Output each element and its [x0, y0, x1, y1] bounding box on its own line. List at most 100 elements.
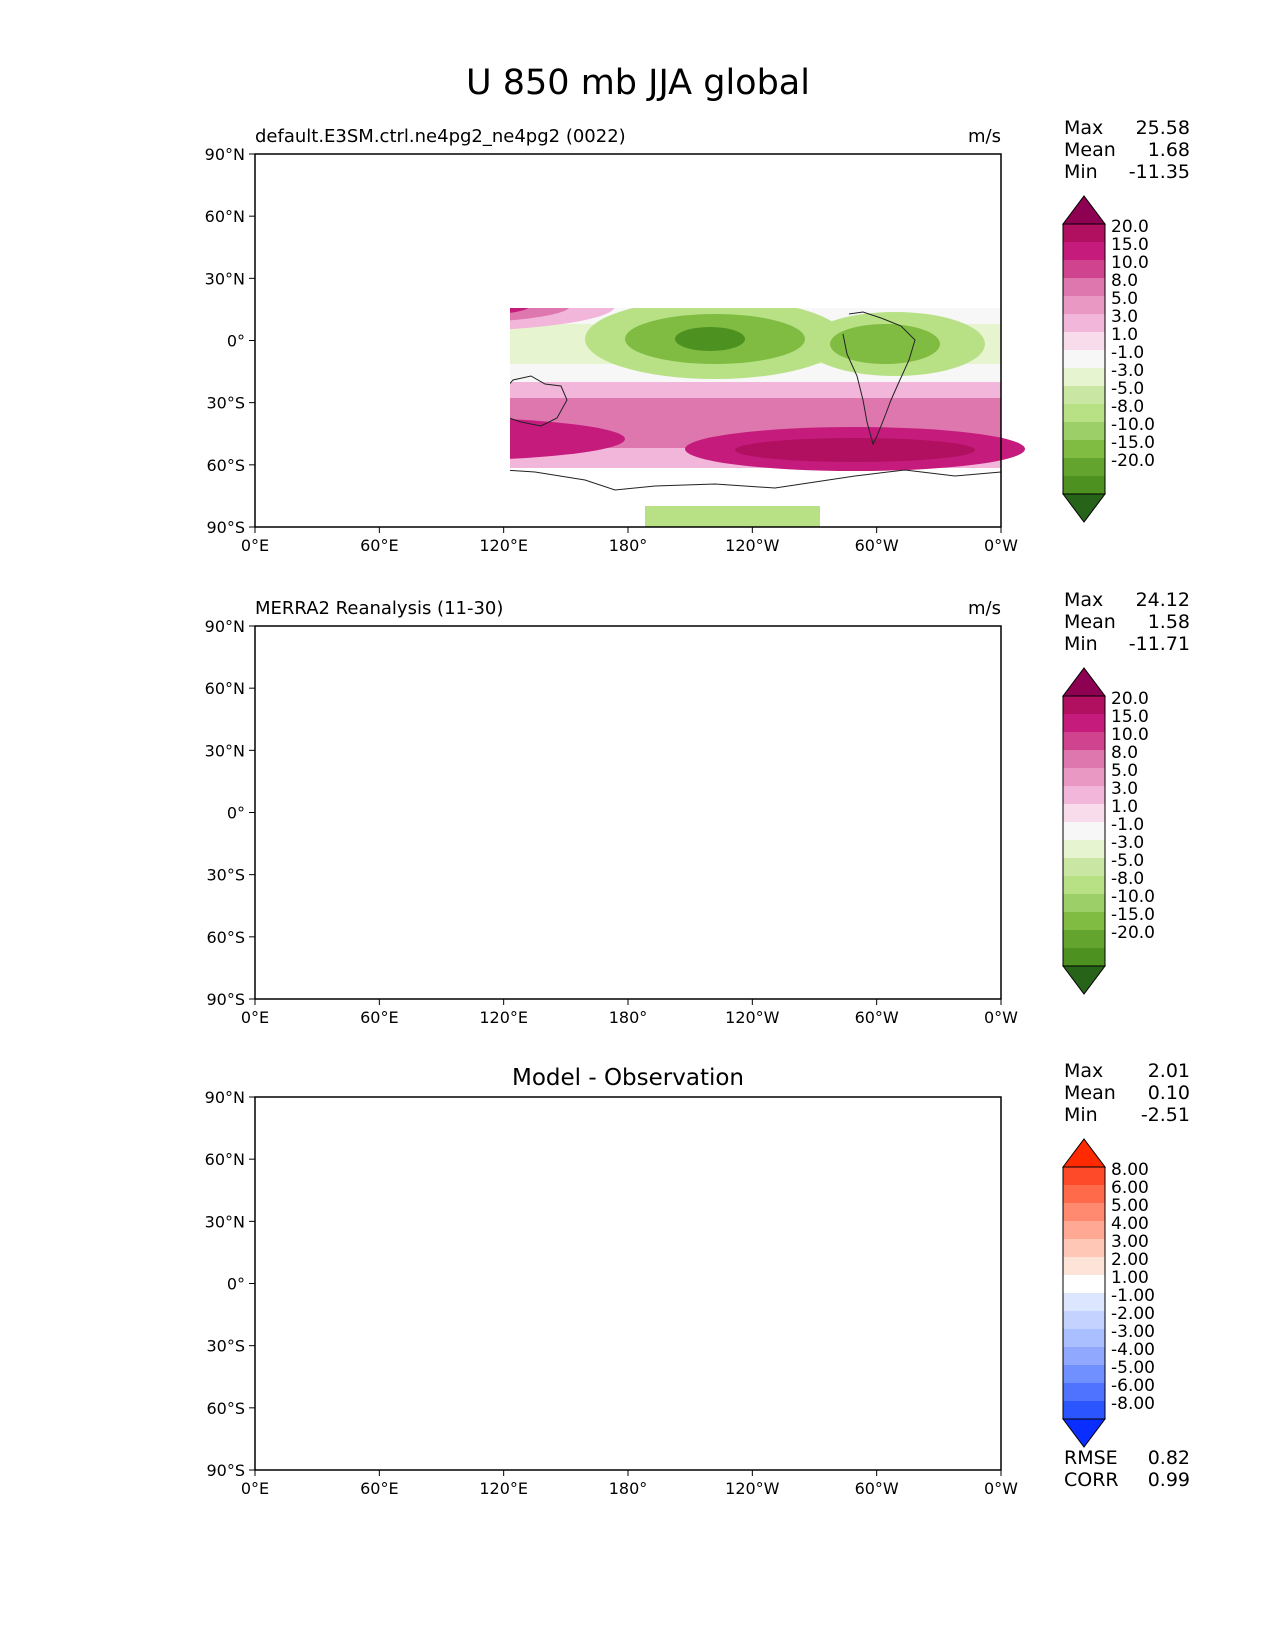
- contour-southern-jet: [225, 889, 625, 933]
- colorbar-segment: [1063, 786, 1105, 804]
- colorbar-segment: [1063, 858, 1105, 876]
- contour-monsoon-jet: [270, 760, 570, 796]
- contour-band: [255, 766, 1001, 796]
- colorbar-segment: [1063, 1329, 1105, 1347]
- contour-pacific-easterlies: [585, 771, 845, 851]
- colorbar-tick-label: 8.00: [1111, 1160, 1149, 1180]
- diff-positive: [595, 1178, 755, 1206]
- coastline: [842, 311, 916, 446]
- lat-tick-label: 90°N: [205, 617, 245, 636]
- panel-center-title: Model - Observation: [512, 1065, 744, 1091]
- colorbar-segment: [1063, 696, 1105, 714]
- colorbar-tick-label: 4.00: [1111, 1214, 1149, 1234]
- lon-tick-label: 60°E: [360, 536, 398, 555]
- colorbar-tick-label: -8.0: [1111, 397, 1144, 417]
- contour-band: [510, 468, 1001, 527]
- contour-atlantic-easterlies: [830, 324, 940, 364]
- lat-tick-label: 30°S: [206, 866, 245, 885]
- coastline: [883, 636, 945, 670]
- colorbar-frame: [1062, 223, 1106, 495]
- lat-tick-label: 60°N: [205, 1150, 245, 1169]
- stat-value: 25.58: [1136, 117, 1190, 139]
- diff-positive: [267, 1151, 303, 1163]
- map-area: [225, 626, 1025, 999]
- coastline: [255, 796, 319, 898]
- colorbar-tick-label: -5.0: [1111, 851, 1144, 871]
- panel-1: default.E3SM.ctrl.ne4pg2_ne4pg2 (0022) m/…: [205, 117, 1190, 555]
- lon-tick-label: 60°E: [360, 1008, 398, 1027]
- diff-positive: [295, 1361, 435, 1393]
- colorbar-tick-label: 10.0: [1111, 253, 1149, 273]
- colorbar-frame: [1062, 1166, 1106, 1420]
- colorbar-segment: [1063, 260, 1105, 278]
- lat-tick-label: 30°N: [205, 741, 245, 760]
- lon-tick-label: 120°W: [725, 1008, 780, 1027]
- coastline: [295, 1411, 1001, 1433]
- colorbar-tick-label: 5.0: [1111, 289, 1138, 309]
- contour-band: [255, 696, 1001, 726]
- diff-negative: [853, 1225, 897, 1239]
- colorbar: 20.015.010.08.05.03.01.0-1.0-3.0-5.0-8.0…: [1062, 195, 1155, 523]
- coastline: [257, 646, 545, 850]
- contour-band: [255, 854, 1001, 870]
- colorbar-tick-label: -20.0: [1111, 923, 1155, 943]
- stat-label: Min: [1064, 633, 1098, 655]
- map-frame: [254, 1096, 1002, 1471]
- stat-label: Max: [1064, 589, 1103, 611]
- lon-tick-label: 0°E: [241, 1479, 269, 1498]
- figure-title: U 850 mb JJA global: [466, 63, 810, 103]
- diff-positive: [775, 1293, 855, 1317]
- missing-data-mask: [393, 232, 477, 284]
- colorbar-tick-label: -15.0: [1111, 905, 1155, 925]
- coastline: [737, 174, 851, 300]
- colorbar-segment: [1063, 804, 1105, 822]
- colorbar-segment: [1063, 1185, 1105, 1203]
- lat-tick-label: 60°S: [206, 1399, 245, 1418]
- colorbar-segment: [1063, 1347, 1105, 1365]
- colorbar-tick-label: -3.00: [1111, 1322, 1155, 1342]
- colorbar-extend-min: [1062, 965, 1106, 995]
- colorbar-segment: [1063, 1383, 1105, 1401]
- contour-pacific-easterlies: [675, 327, 745, 351]
- contour-monsoon-jet: [510, 308, 529, 313]
- lat-tick-label: 60°N: [205, 207, 245, 226]
- stat-label: Max: [1064, 1060, 1103, 1082]
- colorbar-tick-label: -20.0: [1111, 451, 1155, 471]
- colorbar-tick-label: 3.00: [1111, 1232, 1149, 1252]
- stat-label: Mean: [1064, 1082, 1116, 1104]
- colorbar-segment: [1063, 404, 1105, 422]
- contour-monsoon-jet: [355, 769, 455, 783]
- lon-tick-label: 120°W: [725, 536, 780, 555]
- colorbar-tick-label: 2.00: [1111, 1250, 1149, 1270]
- coastlines: [510, 164, 1002, 491]
- colorbar-segment: [1063, 332, 1105, 350]
- coastline: [883, 1107, 945, 1141]
- lat-tick-label: 30°N: [205, 1212, 245, 1231]
- coastline: [883, 164, 945, 198]
- colorbar-tick-label: 5.00: [1111, 1196, 1149, 1216]
- diff-positive: [545, 1427, 625, 1437]
- colorbar-tick-label: -3.0: [1111, 361, 1144, 381]
- colorbar-segment: [1063, 1203, 1105, 1221]
- contour-antarctic: [645, 506, 820, 527]
- colorbar-tick-label: 1.00: [1111, 1268, 1149, 1288]
- colorbar-segment: [1063, 458, 1105, 476]
- panel-2: MERRA2 Reanalysis (11-30) m/s 90°N 60°N 30°N…: [205, 589, 1190, 1027]
- colorbar-segment: [1063, 894, 1105, 912]
- coastline: [510, 375, 568, 427]
- contour-southern-jet: [335, 900, 455, 916]
- lon-tick-label: 180°: [609, 536, 648, 555]
- stat-value: -11.71: [1129, 633, 1190, 655]
- map-fill: [255, 1097, 1001, 1470]
- colorbar-tick-label: 3.0: [1111, 307, 1138, 327]
- lat-tick-label: 90°S: [206, 518, 245, 537]
- diff-positive: [925, 1287, 995, 1327]
- panel-units: m/s: [968, 126, 1001, 147]
- contour-monsoon-jet: [355, 297, 455, 311]
- stat-label: Mean: [1064, 611, 1116, 633]
- contour-monsoon-jet: [310, 766, 530, 790]
- colorbar-segment: [1063, 840, 1105, 858]
- map-fill: [355, 164, 1025, 527]
- colorbar-tick-label: 8.0: [1111, 271, 1138, 291]
- lat-tick-label: 30°S: [206, 1337, 245, 1356]
